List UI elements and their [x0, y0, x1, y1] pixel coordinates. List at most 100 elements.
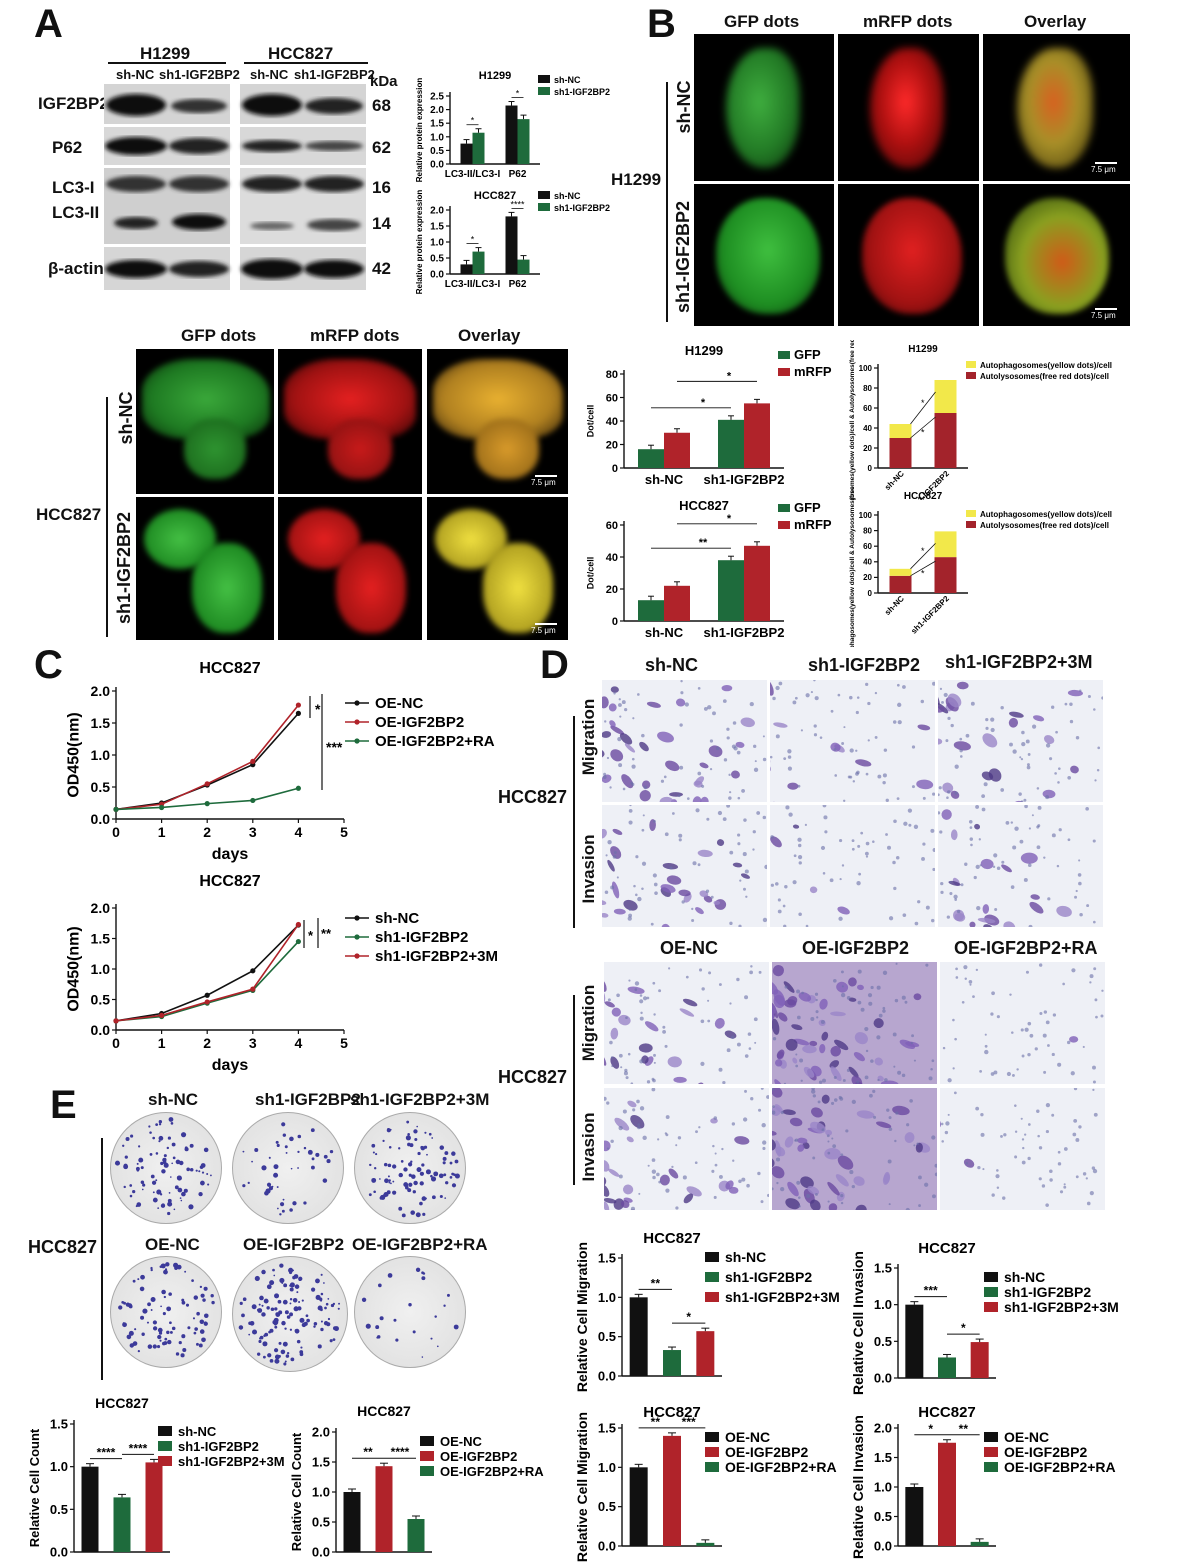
y-tick-label: 0.0: [50, 1545, 68, 1560]
well-texture: [770, 680, 935, 802]
micro-hcc827-sh1-gfp: [136, 497, 274, 640]
legend-swatch: [984, 1447, 998, 1457]
legend-swatch: [705, 1462, 719, 1472]
d-well-oe-ra-migration: [940, 962, 1105, 1084]
d-well-oe-migration: [772, 962, 937, 1084]
legend-label: OE-NC: [1004, 1429, 1049, 1445]
well-texture: [604, 1088, 769, 1210]
legend-label: sh1-IGF2BP2: [554, 87, 610, 97]
legend-marker: [354, 934, 360, 940]
bar: [970, 1541, 989, 1546]
legend-swatch: [705, 1292, 719, 1302]
protein-label-p62: P62: [52, 138, 83, 157]
legend-label: mRFP: [794, 364, 832, 379]
e-plate-oenc: [110, 1256, 222, 1368]
panel-label-b: B: [647, 2, 676, 46]
legend-swatch: [778, 351, 790, 359]
well-texture: [940, 1088, 1105, 1210]
x-tick-label: P62: [509, 279, 527, 290]
micro-h1299-header-overlay: Overlay: [1024, 12, 1087, 31]
y-tick-label: 1.5: [598, 1421, 616, 1436]
legend-marker: [354, 953, 360, 959]
x-tick-label: sh-NC: [645, 472, 684, 487]
y-axis-label: Autophagosomes(yellow dots)/cell & Autol…: [849, 340, 856, 500]
chart-d-inv2: HCC827 0.0 0.5 1.0 1.5 2.0 Relative Cell Invas…: [850, 1404, 1116, 1559]
d-col1-sh1: sh1-IGF2BP2: [808, 655, 921, 675]
protein-label-lc3-i: LC3-I: [52, 178, 95, 197]
legend-swatch: [538, 75, 550, 83]
y-tick-label: 0: [868, 464, 873, 473]
d-row2-invasion: Invasion: [579, 1112, 598, 1182]
data-point: [159, 804, 165, 811]
y-tick-label: 0.0: [598, 1369, 616, 1384]
y-tick-label: 1.5: [312, 1455, 330, 1470]
c-sig-2b: **: [321, 926, 332, 941]
chart-e-count2: HCC827 0.0 0.5 1.0 1.5 2.0 Relative Cell Count…: [289, 1403, 544, 1560]
y-tick-label: 0.0: [430, 160, 444, 171]
d-col1-sh1-3m: sh1-IGF2BP2+3M: [945, 652, 1093, 672]
x-tick-label: 4: [295, 1035, 303, 1051]
y-tick-label: 1.0: [91, 961, 111, 977]
y-tick-label: 1.5: [874, 1261, 892, 1276]
legend-label: sh-NC: [725, 1249, 766, 1265]
legend-swatch: [705, 1272, 719, 1282]
stacked-bar: [889, 568, 912, 576]
colony-texture: [114, 1117, 212, 1216]
sig-label: *: [516, 89, 520, 99]
bar: [517, 119, 530, 164]
y-tick-label: 20: [863, 573, 872, 582]
bar: [472, 251, 485, 274]
sig-label: ***: [924, 1284, 938, 1298]
legend-swatch: [984, 1287, 998, 1297]
data-point: [250, 968, 256, 974]
sig-label: **: [651, 1415, 661, 1429]
colony-texture: [242, 1122, 334, 1216]
y-tick-label: 100: [859, 511, 873, 520]
stacked-bar: [889, 575, 912, 593]
chart-title: H1299: [479, 70, 511, 82]
y-tick-label: 0.5: [430, 146, 444, 157]
legend-swatch: [778, 504, 790, 512]
legend-swatch: [984, 1462, 998, 1472]
well-texture: [940, 962, 1105, 1084]
x-axis-label: days: [212, 1057, 249, 1074]
y-axis-label: Relative Cell Invasion: [850, 1415, 866, 1559]
sig-label: *: [921, 546, 925, 556]
legend-label: Autophagosomes(yellow dots)/cell: [980, 361, 1112, 370]
y-tick-label: 40: [863, 424, 872, 433]
bar: [629, 1297, 648, 1376]
micro-h1299-sh1-overlay: 7.5 μm: [983, 184, 1130, 326]
bar: [638, 449, 664, 468]
legend-label: sh1-IGF2BP2+3M: [178, 1454, 285, 1469]
y-axis-label: OD450(nm): [65, 712, 82, 797]
d-col2-oe-ra: OE-IGF2BP2+RA: [954, 938, 1098, 958]
y-tick-label: 60: [863, 404, 872, 413]
sig-line: [910, 416, 936, 439]
legend-swatch: [705, 1432, 719, 1442]
bar: [505, 216, 518, 274]
chart-dots-h1299: H1299 0 20 40 60 80 Dot/cell sh-NC sh1-IGF2BP2 * *…: [586, 343, 832, 487]
d-row1-migration: Migration: [579, 698, 598, 776]
chart-title: HCC827: [918, 1240, 976, 1257]
legend-swatch: [158, 1441, 172, 1451]
legend-label: sh1-IGF2BP2: [178, 1439, 259, 1454]
chart-title: HCC827: [199, 873, 260, 890]
bar: [696, 1331, 715, 1376]
well-texture: [602, 680, 767, 802]
micro-hcc827-bracket: [106, 397, 108, 637]
series-line: [115, 924, 300, 1022]
data-point: [295, 710, 301, 716]
bar: [472, 132, 485, 164]
chart-stack-hcc827: HCC827 0 20 40 60 80 100 sh-NC sh1-IGF2BP2 * * Auto…: [849, 487, 1112, 647]
y-axis-label: Autophagosomes(yellow dots)/cell & Autol…: [849, 487, 856, 647]
y-tick-label: 0.0: [874, 1371, 892, 1386]
stacked-bar: [889, 424, 912, 438]
sig-label: *: [471, 235, 475, 245]
data-point: [250, 758, 256, 764]
e-plate-sh1: [232, 1112, 344, 1224]
well-texture: [772, 962, 937, 1084]
e-col2-oe-ra: OE-IGF2BP2+RA: [352, 1235, 488, 1254]
chart-title: HCC827: [199, 660, 260, 677]
legend-swatch: [705, 1252, 719, 1262]
y-tick-label: 1.0: [430, 132, 444, 143]
